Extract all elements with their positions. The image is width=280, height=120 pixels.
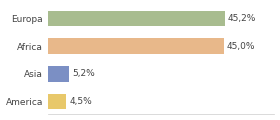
Text: 4,5%: 4,5% — [69, 97, 92, 106]
Text: 45,2%: 45,2% — [228, 14, 256, 23]
Bar — [48, 38, 224, 54]
Bar — [48, 94, 66, 109]
Text: 45,0%: 45,0% — [227, 42, 255, 51]
Text: 5,2%: 5,2% — [72, 69, 95, 78]
Bar — [48, 66, 69, 82]
Bar — [48, 11, 225, 26]
